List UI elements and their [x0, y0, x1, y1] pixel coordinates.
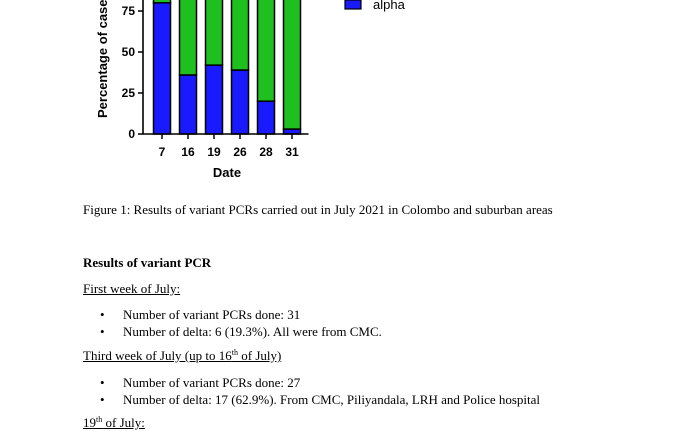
week1-heading: First week of July:	[83, 281, 181, 296]
week1-bullet-1: Number of variant PCRs done: 31	[100, 306, 382, 323]
y-tick-label: 0	[128, 127, 135, 141]
bar-7-series-1	[152, 0, 172, 4]
legend-label-alpha: alpha	[373, 0, 406, 12]
bar-19-series-1	[204, 0, 224, 66]
x-tick-label: 19	[207, 145, 221, 159]
y-tick-label: 25	[122, 86, 136, 100]
bar-26-series-0	[230, 69, 250, 135]
bar-16-series-1	[178, 0, 198, 76]
figure-caption: Figure 1: Results of variant PCRs carrie…	[83, 202, 553, 217]
week1-bullet-list: Number of variant PCRs done: 31 Number o…	[100, 306, 382, 340]
x-tick-label: 31	[285, 145, 299, 159]
x-tick-label: 26	[233, 145, 247, 159]
week1-bullet-2: Number of delta: 6 (19.3%). All were fro…	[100, 323, 382, 340]
bar-7-series-0	[152, 2, 172, 135]
week3-heading: Third week of July (up to 16th of July)	[83, 348, 282, 363]
y-axis-title: Percentage of cases	[95, 0, 110, 118]
week4-heading: 19th of July:	[83, 415, 145, 430]
legend-swatch-alpha	[344, 0, 362, 10]
section-heading: Results of variant PCR	[83, 255, 212, 270]
bar-19-series-0	[204, 64, 224, 135]
x-axis-title: Date	[213, 165, 241, 180]
bar-31-series-1	[282, 0, 302, 130]
x-tick-label: 16	[181, 145, 195, 159]
week3-bullet-2: Number of delta: 17 (62.9%). From CMC, P…	[100, 391, 540, 408]
y-tick-label: 75	[122, 4, 136, 18]
stacked-bar-chart: Percentage of cases 7 16 19 26 28 31 0 25 50 75 Da…	[95, 0, 406, 180]
bar-26-series-1	[230, 0, 250, 71]
week3-bullet-list: Number of variant PCRs done: 27 Number o…	[100, 374, 540, 408]
bar-16-series-0	[178, 74, 198, 135]
bar-28-series-0	[256, 100, 276, 135]
x-tick-label: 28	[259, 145, 273, 159]
bar-28-series-1	[256, 0, 276, 102]
y-tick-label: 50	[122, 45, 136, 59]
week3-bullet-1: Number of variant PCRs done: 27	[100, 374, 540, 391]
x-tick-label: 7	[159, 145, 166, 159]
